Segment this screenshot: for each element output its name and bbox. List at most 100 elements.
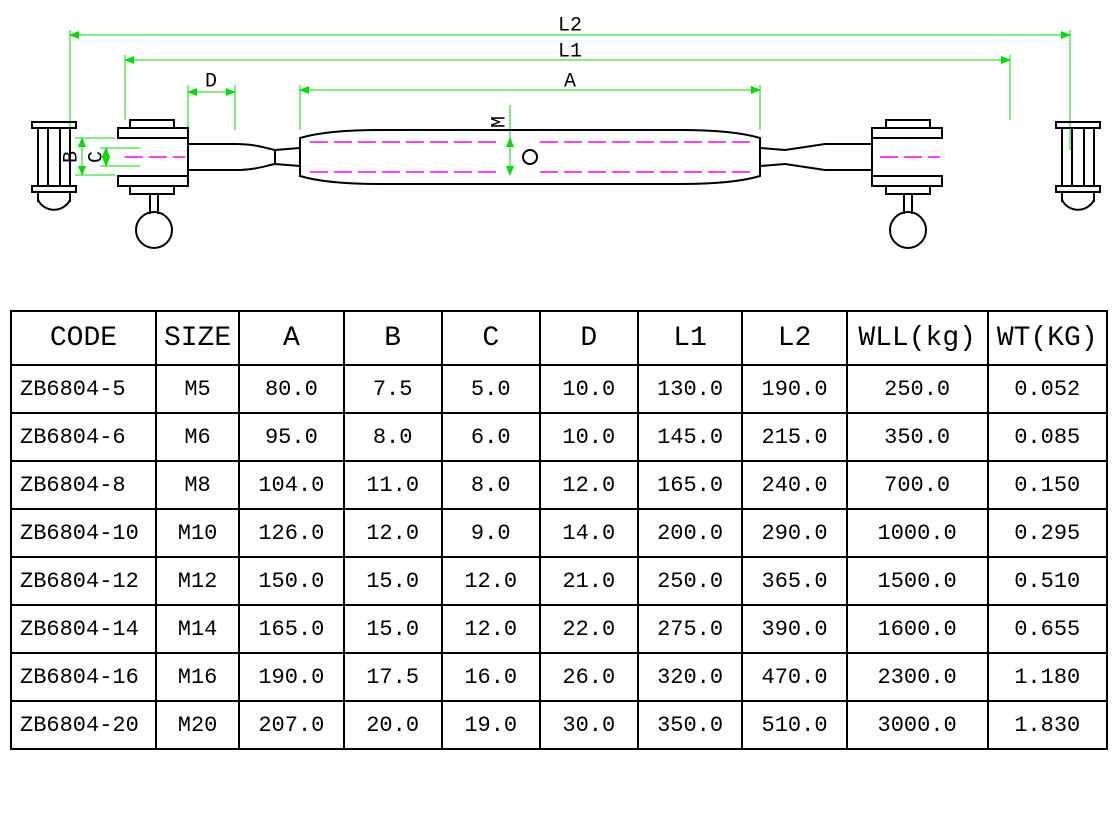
table-cell: 17.5: [344, 653, 442, 701]
table-cell: 0.655: [988, 605, 1108, 653]
table-cell: 700.0: [847, 461, 988, 509]
table-cell: 250.0: [638, 557, 742, 605]
table-cell: 1000.0: [847, 509, 988, 557]
table-cell: 470.0: [742, 653, 846, 701]
table-cell: M6: [156, 413, 239, 461]
table-cell: 190.0: [239, 653, 343, 701]
table-cell: ZB6804-6: [11, 413, 156, 461]
table-cell: 95.0: [239, 413, 343, 461]
table-cell: 16.0: [442, 653, 540, 701]
table-cell: 6.0: [442, 413, 540, 461]
dim-label-m: M: [489, 116, 512, 128]
table-cell: 320.0: [638, 653, 742, 701]
table-row: ZB6804-8M8104.011.08.012.0165.0240.0700.…: [11, 461, 1107, 509]
table-cell: M12: [156, 557, 239, 605]
table-cell: 1600.0: [847, 605, 988, 653]
col-header: WT(KG): [988, 311, 1108, 365]
col-header: D: [540, 311, 638, 365]
dim-label-a: A: [564, 71, 576, 94]
table-cell: 30.0: [540, 701, 638, 749]
col-header: A: [239, 311, 343, 365]
table-cell: 1.830: [988, 701, 1108, 749]
table-cell: 8.0: [344, 413, 442, 461]
table-cell: 10.0: [540, 413, 638, 461]
table-cell: 22.0: [540, 605, 638, 653]
dim-label-d: D: [205, 71, 217, 94]
table-cell: 207.0: [239, 701, 343, 749]
table-cell: 215.0: [742, 413, 846, 461]
table-cell: 275.0: [638, 605, 742, 653]
table-cell: 0.295: [988, 509, 1108, 557]
table-cell: M14: [156, 605, 239, 653]
col-header: B: [344, 311, 442, 365]
table-cell: 11.0: [344, 461, 442, 509]
table-cell: 15.0: [344, 557, 442, 605]
table-cell: ZB6804-14: [11, 605, 156, 653]
table-row: ZB6804-10M10126.012.09.014.0200.0290.010…: [11, 509, 1107, 557]
table-cell: 126.0: [239, 509, 343, 557]
table-cell: 12.0: [442, 557, 540, 605]
table-cell: 130.0: [638, 365, 742, 413]
table-cell: 165.0: [638, 461, 742, 509]
col-header: WLL(kg): [847, 311, 988, 365]
table-cell: M20: [156, 701, 239, 749]
table-header-row: CODE SIZE A B C D L1 L2 WLL(kg) WT(KG): [11, 311, 1107, 365]
table-cell: ZB6804-16: [11, 653, 156, 701]
table-cell: 12.0: [442, 605, 540, 653]
table-cell: 9.0: [442, 509, 540, 557]
table-cell: M16: [156, 653, 239, 701]
dim-label-l1: L1: [558, 41, 582, 64]
table-cell: 14.0: [540, 509, 638, 557]
table-cell: 0.052: [988, 365, 1108, 413]
table-cell: ZB6804-10: [11, 509, 156, 557]
table-cell: 390.0: [742, 605, 846, 653]
table-row: ZB6804-5M580.07.55.010.0130.0190.0250.00…: [11, 365, 1107, 413]
table-cell: 7.5: [344, 365, 442, 413]
table-row: ZB6804-16M16190.017.516.026.0320.0470.02…: [11, 653, 1107, 701]
table-cell: 250.0: [847, 365, 988, 413]
technical-drawing: L2 L1 A D M B C: [10, 10, 1108, 290]
table-cell: M8: [156, 461, 239, 509]
table-cell: 3000.0: [847, 701, 988, 749]
table-cell: ZB6804-5: [11, 365, 156, 413]
table-cell: ZB6804-12: [11, 557, 156, 605]
table-cell: 150.0: [239, 557, 343, 605]
table-cell: 12.0: [540, 461, 638, 509]
table-cell: 0.085: [988, 413, 1108, 461]
dim-label-l2: L2: [558, 15, 582, 38]
col-header: C: [442, 311, 540, 365]
col-header: L2: [742, 311, 846, 365]
dim-label-b: B: [61, 151, 84, 163]
table-cell: ZB6804-20: [11, 701, 156, 749]
table-row: ZB6804-14M14165.015.012.022.0275.0390.01…: [11, 605, 1107, 653]
dim-label-c: C: [86, 151, 109, 163]
table-cell: ZB6804-8: [11, 461, 156, 509]
table-cell: 19.0: [442, 701, 540, 749]
table-row: ZB6804-6M695.08.06.010.0145.0215.0350.00…: [11, 413, 1107, 461]
table-cell: 104.0: [239, 461, 343, 509]
table-cell: 5.0: [442, 365, 540, 413]
table-cell: 145.0: [638, 413, 742, 461]
table-cell: 26.0: [540, 653, 638, 701]
table-cell: 80.0: [239, 365, 343, 413]
table-cell: 12.0: [344, 509, 442, 557]
table-cell: 1.180: [988, 653, 1108, 701]
table-cell: M5: [156, 365, 239, 413]
table-cell: 165.0: [239, 605, 343, 653]
col-header: L1: [638, 311, 742, 365]
table-cell: 21.0: [540, 557, 638, 605]
table-cell: 365.0: [742, 557, 846, 605]
table-cell: 8.0: [442, 461, 540, 509]
spec-table: CODE SIZE A B C D L1 L2 WLL(kg) WT(KG) Z…: [10, 310, 1108, 750]
table-cell: 20.0: [344, 701, 442, 749]
table-cell: 240.0: [742, 461, 846, 509]
col-header: CODE: [11, 311, 156, 365]
table-cell: 350.0: [847, 413, 988, 461]
table-cell: 510.0: [742, 701, 846, 749]
table-cell: M10: [156, 509, 239, 557]
table-cell: 350.0: [638, 701, 742, 749]
table-cell: 1500.0: [847, 557, 988, 605]
table-cell: 0.150: [988, 461, 1108, 509]
table-row: ZB6804-12M12150.015.012.021.0250.0365.01…: [11, 557, 1107, 605]
table-cell: 2300.0: [847, 653, 988, 701]
